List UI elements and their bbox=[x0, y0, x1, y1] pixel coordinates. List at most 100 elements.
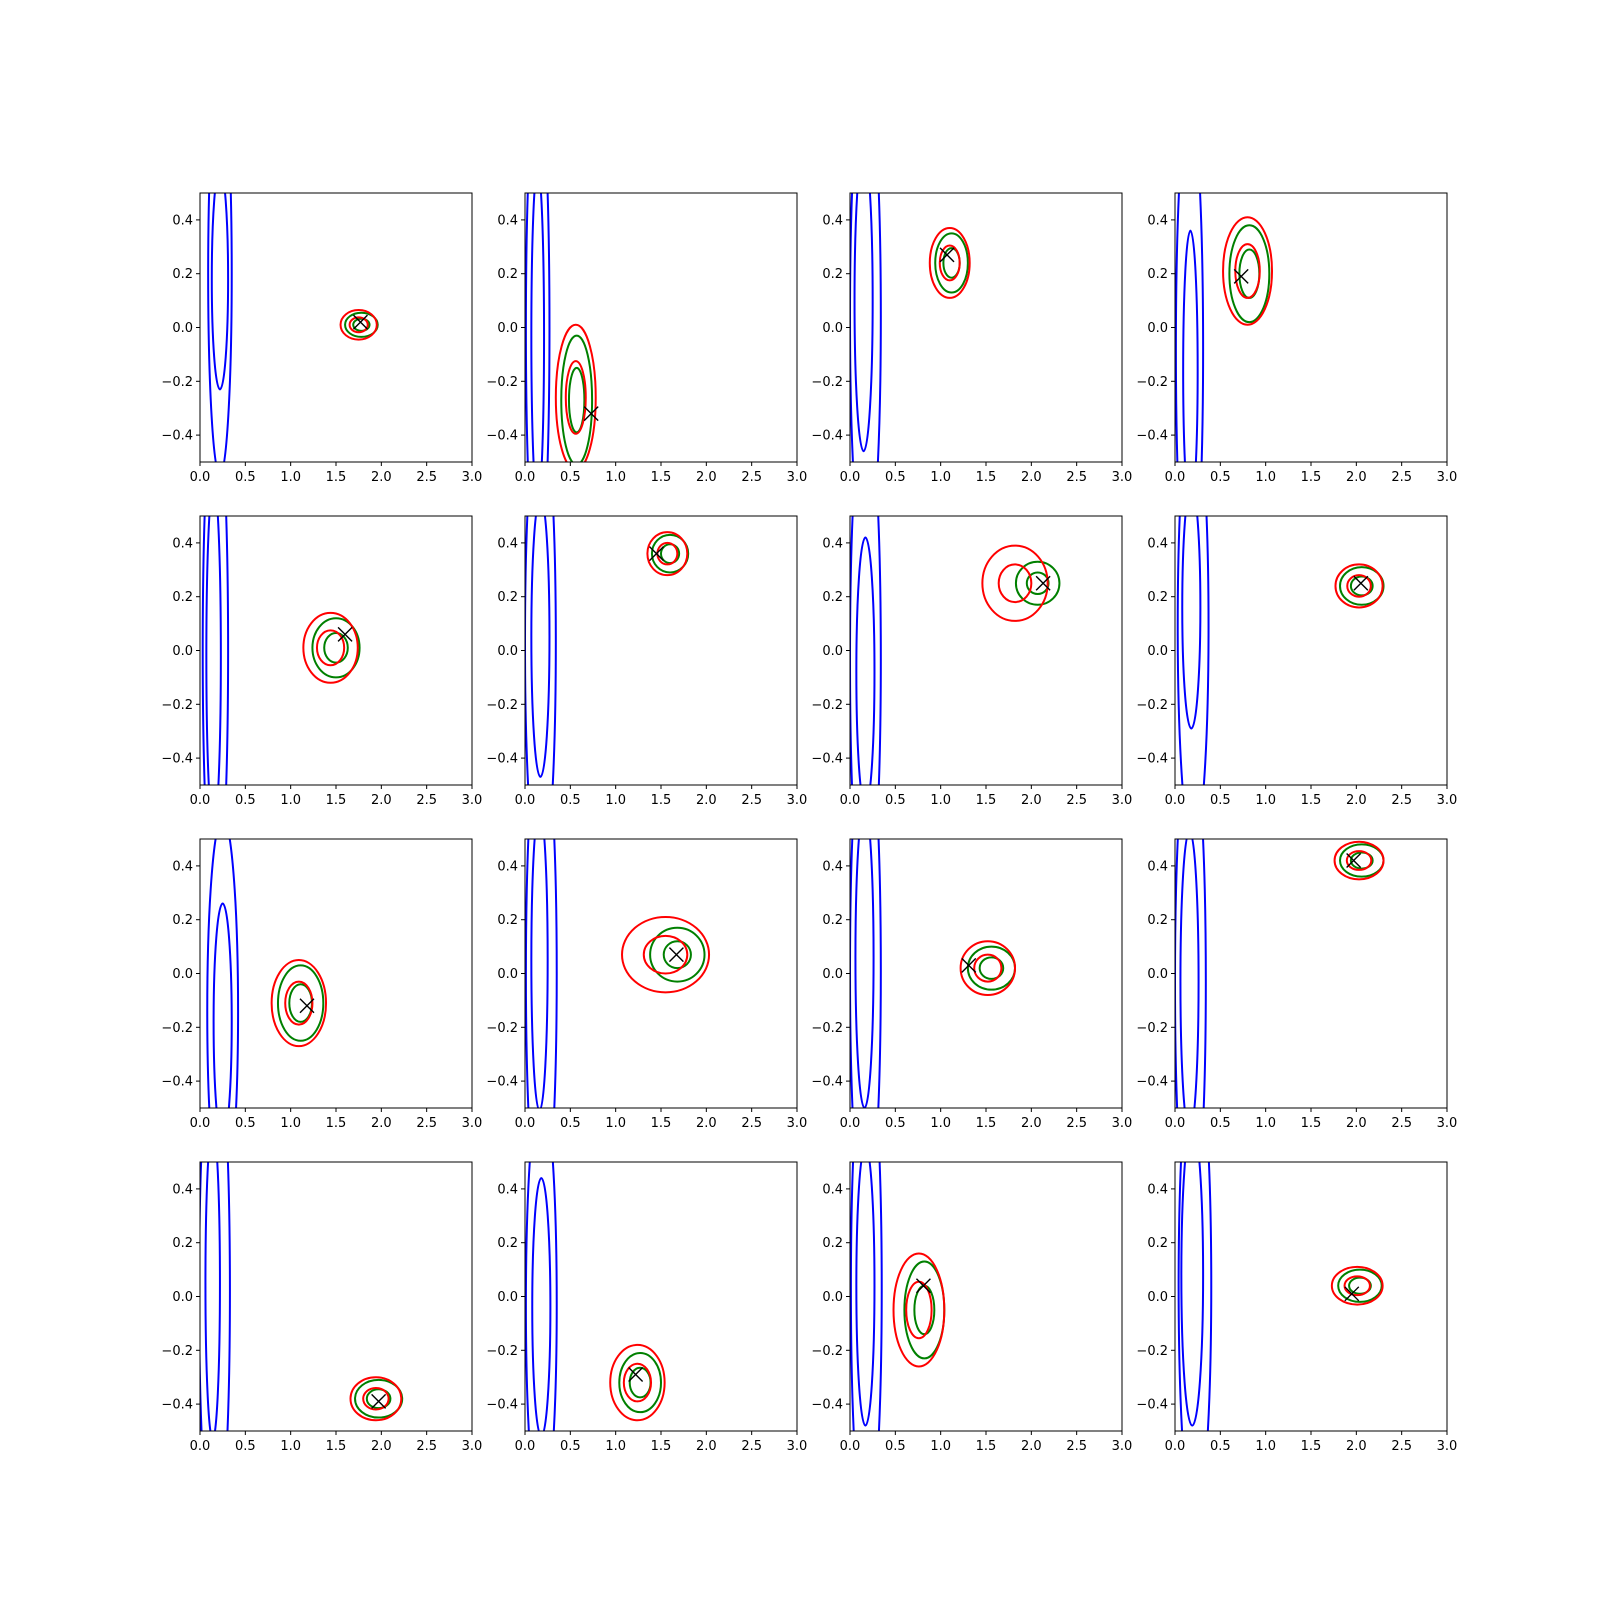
plot-area bbox=[525, 193, 599, 462]
red-contour-1 bbox=[621, 916, 711, 994]
y-tick-label: 0.4 bbox=[497, 859, 518, 874]
true-point-marker bbox=[1035, 575, 1051, 591]
blue-contour-2 bbox=[531, 1177, 552, 1431]
x-tick-label: 2.0 bbox=[696, 793, 717, 808]
x-tick-label: 0.0 bbox=[515, 793, 536, 808]
y-tick-label: −0.2 bbox=[811, 698, 843, 713]
y-tick-label: 0.2 bbox=[1147, 590, 1168, 605]
blue-contour-1 bbox=[1176, 516, 1210, 785]
y-tick-label: 0.0 bbox=[1147, 1290, 1168, 1305]
y-tick-label: 0.2 bbox=[497, 1236, 518, 1251]
blue-contour-2 bbox=[212, 902, 233, 1108]
y-tick-label: −0.2 bbox=[811, 375, 843, 390]
plot-area bbox=[1175, 839, 1385, 1108]
true-point-marker bbox=[337, 626, 353, 642]
red-contour-2 bbox=[973, 953, 1003, 983]
x-tick-label: 1.0 bbox=[1255, 1439, 1276, 1454]
y-tick-label: −0.4 bbox=[161, 1075, 193, 1090]
green-contour-1 bbox=[560, 334, 594, 462]
y-tick-label: −0.4 bbox=[486, 1398, 518, 1413]
x-tick-label: 2.0 bbox=[1021, 1116, 1042, 1131]
x-tick-label: 0.5 bbox=[235, 470, 256, 485]
y-tick-label: −0.2 bbox=[161, 1021, 193, 1036]
blue-contour-1 bbox=[525, 839, 558, 1108]
panel-13: 0.0 0.5 1.0 1.5 2.0 2.5 3.0 −0.4 −0.2 0.0 0.2 0.4 bbox=[161, 1161, 482, 1454]
y-tick-label: −0.2 bbox=[486, 1021, 518, 1036]
x-tick-label: 1.5 bbox=[326, 1116, 347, 1131]
y-tick-label: 0.0 bbox=[822, 644, 843, 659]
plot-area bbox=[1176, 516, 1385, 785]
x-tick-label: 1.0 bbox=[605, 470, 626, 485]
y-tick-label: 0.0 bbox=[822, 967, 843, 982]
x-tick-label: 1.0 bbox=[930, 1116, 951, 1131]
y-tick-label: 0.4 bbox=[172, 1182, 193, 1197]
y-tick-label: 0.2 bbox=[822, 590, 843, 605]
x-tick-label: 1.5 bbox=[976, 793, 997, 808]
x-tick-label: 0.0 bbox=[190, 793, 211, 808]
x-tick-label: 2.5 bbox=[741, 1439, 762, 1454]
red-contour-1 bbox=[981, 544, 1049, 622]
y-tick-label: 0.4 bbox=[822, 859, 843, 874]
x-tick-label: 2.0 bbox=[1346, 470, 1367, 485]
x-tick-label: 1.0 bbox=[930, 1439, 951, 1454]
x-tick-label: 0.0 bbox=[1165, 793, 1186, 808]
blue-contour-2 bbox=[855, 1162, 876, 1427]
true-point-marker bbox=[299, 998, 315, 1014]
blue-contour-1 bbox=[201, 516, 230, 785]
green-contour-1 bbox=[649, 926, 706, 983]
x-tick-label: 2.0 bbox=[371, 793, 392, 808]
x-tick-label: 2.5 bbox=[416, 793, 437, 808]
blue-contour-1 bbox=[1175, 839, 1207, 1108]
plot-area bbox=[525, 839, 711, 1108]
plot-area bbox=[850, 193, 971, 462]
axes-frame bbox=[1174, 1161, 1448, 1432]
red-contour-2 bbox=[564, 360, 587, 435]
x-tick-label: 1.0 bbox=[605, 1439, 626, 1454]
blue-contour-2 bbox=[1179, 839, 1200, 1108]
green-contour-2 bbox=[365, 1388, 392, 1410]
x-tick-label: 2.0 bbox=[1021, 470, 1042, 485]
x-tick-label: 1.0 bbox=[1255, 470, 1276, 485]
x-tick-label: 2.5 bbox=[416, 1439, 437, 1454]
x-tick-label: 2.5 bbox=[1391, 470, 1412, 485]
plot-area bbox=[1177, 1162, 1384, 1431]
blue-contour-1 bbox=[850, 839, 882, 1108]
panel-3: 0.0 0.5 1.0 1.5 2.0 2.5 3.0 −0.4 −0.2 0.0 0.2 0.4 bbox=[811, 192, 1132, 485]
red-contour-1 bbox=[892, 1252, 946, 1368]
x-tick-label: 1.5 bbox=[326, 793, 347, 808]
x-tick-label: 0.0 bbox=[190, 470, 211, 485]
red-contour-2 bbox=[284, 980, 314, 1026]
x-tick-label: 0.5 bbox=[1210, 793, 1231, 808]
x-tick-label: 1.5 bbox=[651, 1116, 672, 1131]
panel-11: 0.0 0.5 1.0 1.5 2.0 2.5 3.0 −0.4 −0.2 0.0 0.2 0.4 bbox=[811, 838, 1133, 1131]
blue-contour-1 bbox=[1177, 1162, 1213, 1431]
panel-8: 0.0 0.5 1.0 1.5 2.0 2.5 3.0 −0.4 −0.2 0.0 0.2 0.4 bbox=[1136, 515, 1457, 808]
x-tick-label: 1.5 bbox=[326, 1439, 347, 1454]
panel-14: 0.0 0.5 1.0 1.5 2.0 2.5 3.0 −0.4 −0.2 0.0 0.2 0.4 bbox=[486, 1161, 808, 1454]
panel-2: 0.0 0.5 1.0 1.5 2.0 2.5 3.0 −0.4 −0.2 0.0 0.2 0.4 bbox=[486, 192, 807, 485]
red-contour-2 bbox=[348, 316, 369, 334]
y-tick-label: −0.4 bbox=[486, 429, 518, 444]
x-tick-label: 3.0 bbox=[1112, 1116, 1133, 1131]
x-tick-label: 0.5 bbox=[235, 793, 256, 808]
blue-contour-2 bbox=[853, 193, 874, 453]
x-tick-label: 2.0 bbox=[371, 1116, 392, 1131]
y-tick-label: −0.2 bbox=[161, 698, 193, 713]
x-tick-label: 3.0 bbox=[787, 1439, 808, 1454]
x-tick-label: 2.5 bbox=[741, 470, 762, 485]
axes-frame bbox=[849, 515, 1123, 786]
plot-area bbox=[206, 839, 328, 1108]
x-tick-label: 3.0 bbox=[462, 1116, 483, 1131]
red-contour-1 bbox=[609, 1343, 666, 1422]
blue-contour-1 bbox=[206, 839, 240, 1108]
true-point-marker bbox=[648, 546, 664, 562]
x-tick-label: 1.5 bbox=[976, 1116, 997, 1131]
x-tick-label: 3.0 bbox=[1437, 1439, 1458, 1454]
panel-5: 0.0 0.5 1.0 1.5 2.0 2.5 3.0 −0.4 −0.2 0.0 0.2 0.4 bbox=[161, 515, 482, 808]
true-point-marker bbox=[583, 406, 599, 422]
x-tick-label: 2.5 bbox=[416, 1116, 437, 1131]
true-point-marker bbox=[1233, 268, 1249, 284]
blue-contour-2 bbox=[530, 839, 549, 1108]
plot-area bbox=[850, 1162, 946, 1431]
x-tick-label: 0.5 bbox=[1210, 470, 1231, 485]
